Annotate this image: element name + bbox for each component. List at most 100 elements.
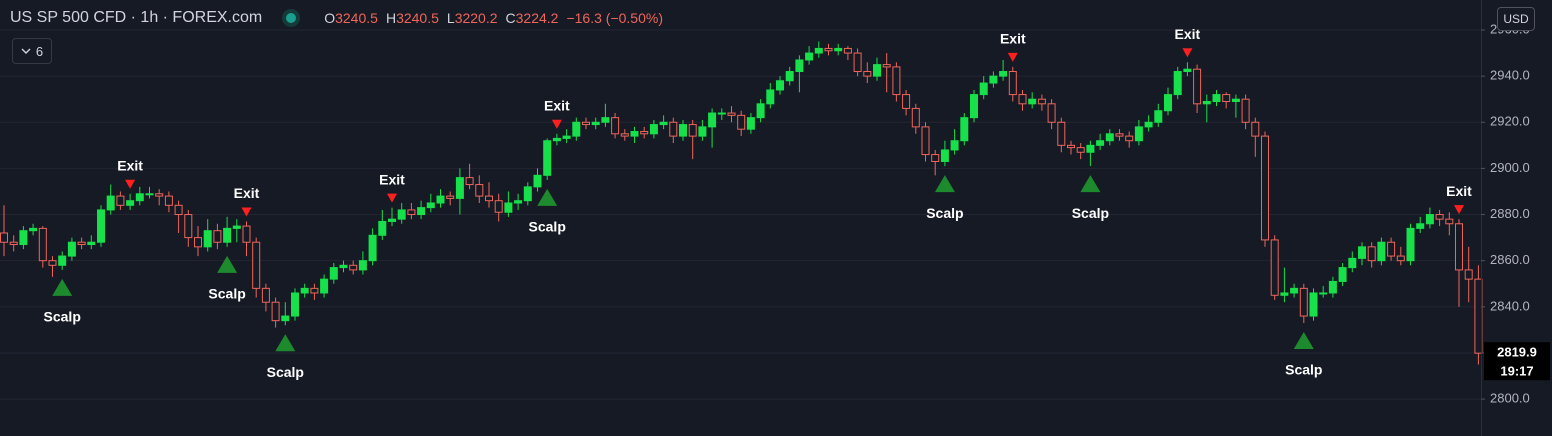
- candle-body: [1222, 94, 1231, 103]
- candle-body: [1115, 133, 1124, 137]
- candle-body: [1416, 223, 1425, 229]
- candle-body: [1299, 287, 1308, 317]
- signals: Scalp Exit Scalp Exit Scalp Exit Scalp Exit Scal…: [44, 26, 1473, 380]
- ohlc-value: 3220.2: [454, 10, 498, 26]
- candle-body: [203, 230, 212, 248]
- ohlc-label: L: [446, 10, 455, 26]
- candle-body: [97, 209, 105, 243]
- exit-marker: [1454, 205, 1464, 215]
- candle-body: [1057, 121, 1066, 146]
- exit-marker: [387, 193, 397, 203]
- candle-body: [1231, 98, 1240, 103]
- candle-body: [552, 137, 561, 142]
- candle-body: [620, 133, 629, 137]
- candle-body: [514, 200, 523, 204]
- candle-body: [38, 227, 47, 262]
- candle-body: [1290, 287, 1299, 294]
- candle-body: [843, 47, 852, 54]
- candle-body: [436, 195, 445, 204]
- candle-body: [184, 214, 193, 239]
- candle-body: [1387, 241, 1396, 257]
- candle-body: [465, 177, 474, 186]
- candle-body: [873, 64, 881, 77]
- candle-body: [1018, 94, 1027, 105]
- candle-body: [1144, 121, 1153, 128]
- candle-body: [1183, 68, 1192, 73]
- candle-body: [979, 82, 988, 96]
- candle-body: [1076, 147, 1085, 153]
- candle-body: [950, 140, 959, 151]
- candle-body: [1455, 223, 1463, 271]
- candle-body: [1445, 218, 1454, 225]
- candle-body: [58, 255, 67, 266]
- candle-body: [805, 52, 814, 61]
- signal-label: Scalp: [1285, 362, 1322, 378]
- candle-body: [1406, 227, 1415, 262]
- candle-body: [339, 264, 348, 269]
- scalp-marker: [52, 278, 73, 296]
- candle-body: [1425, 214, 1434, 225]
- candle-body: [649, 124, 658, 135]
- scalp-marker: [537, 188, 558, 206]
- ohlc-value: 3224.2: [515, 10, 559, 26]
- scalp-marker: [1293, 331, 1314, 349]
- candle-body: [737, 114, 746, 130]
- candle-body: [329, 267, 338, 280]
- candle-body: [1202, 101, 1211, 105]
- candle-body: [126, 200, 135, 206]
- candle-body: [863, 71, 872, 77]
- countdown: 19:17: [1500, 364, 1533, 379]
- candle-body: [349, 264, 358, 271]
- candle-body: [9, 241, 18, 246]
- candle-body: [572, 121, 581, 137]
- y-tick-label: 2920.0: [1490, 114, 1530, 129]
- candle-body: [1134, 126, 1143, 142]
- candle-body: [19, 230, 28, 246]
- candle-body: [174, 204, 183, 216]
- indicators-toggle[interactable]: 6: [12, 38, 52, 64]
- y-tick-label: 2840.0: [1490, 298, 1530, 313]
- scalp-marker: [934, 175, 955, 193]
- candle-body: [1096, 140, 1105, 146]
- candle-body: [601, 117, 610, 123]
- candle-body: [378, 220, 387, 236]
- grid: [0, 29, 1481, 400]
- exit-marker: [1007, 52, 1018, 62]
- candle-body: [902, 94, 911, 109]
- chevron-icon: [21, 48, 31, 54]
- candle-body: [1173, 71, 1182, 96]
- header: US SP 500 CFD · 1h · FOREX.com O3240.5 H…: [10, 9, 663, 27]
- change: −16.3 (−0.50%): [566, 10, 663, 26]
- signal-label: Scalp: [267, 364, 304, 380]
- ohlc-low: L3220.2: [447, 10, 498, 26]
- candle-body: [582, 121, 590, 126]
- candle-body: [358, 260, 367, 271]
- currency-button[interactable]: USD: [1497, 7, 1535, 31]
- candle-body: [67, 241, 76, 257]
- candle-body: [1125, 135, 1134, 142]
- candle-body: [77, 241, 86, 246]
- candle-body: [1154, 110, 1163, 123]
- candle-body: [194, 237, 202, 248]
- symbol-title[interactable]: US SP 500 CFD · 1h · FOREX.com: [10, 9, 263, 26]
- candle-body: [1193, 68, 1202, 105]
- candle-body: [1464, 269, 1473, 280]
- candle-body: [135, 193, 144, 202]
- ohlc-value: 3240.5: [396, 10, 439, 26]
- candle-body: [776, 80, 784, 91]
- candle-body: [1212, 94, 1221, 103]
- scalp-marker: [217, 255, 238, 273]
- exit-marker: [1182, 48, 1193, 58]
- candle-body: [87, 241, 96, 246]
- indicator-count: 6: [35, 43, 44, 59]
- candle-body: [1261, 135, 1269, 241]
- candle-body: [591, 121, 600, 126]
- candle-body: [1328, 280, 1337, 294]
- candle-body: [475, 184, 484, 197]
- ohlc-open: O3240.5: [324, 10, 378, 26]
- candle-body: [611, 117, 620, 135]
- signal-label: Exit: [1175, 26, 1201, 42]
- candle-body: [1241, 98, 1250, 123]
